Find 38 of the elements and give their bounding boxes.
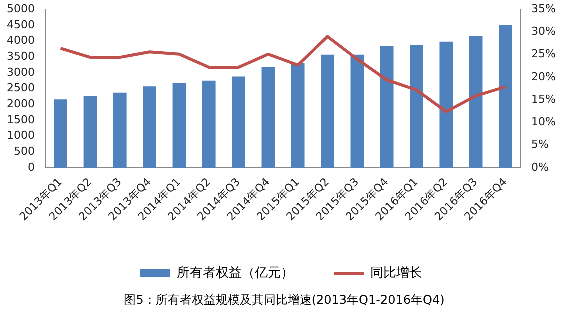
- y-tick-label: 500: [14, 145, 35, 158]
- bar: [232, 76, 246, 168]
- y-tick-label: 4000: [6, 34, 35, 48]
- y-tick-label: 1000: [6, 129, 35, 142]
- y2-tick-label: 35%: [532, 2, 556, 16]
- bar: [469, 36, 483, 168]
- y2-tick-label: 10%: [532, 116, 556, 129]
- text: 图5：所有者权益规模及其同比增速(2013年Q1-2016年Q4): [123, 292, 446, 309]
- y2-tick-label: 0%: [532, 160, 550, 174]
- y-tick-label: 3000: [6, 66, 35, 79]
- bar: [350, 54, 364, 168]
- y-tick-label: 2500: [6, 82, 35, 95]
- bar: [54, 100, 68, 168]
- y2-tick-label: 25%: [532, 48, 556, 61]
- legend-label: 所有者权益（亿元）: [177, 266, 294, 281]
- bar: [143, 86, 156, 168]
- y2-tick-label: 5%: [532, 138, 550, 152]
- y2-tick-label: 15%: [532, 92, 556, 106]
- bar: [291, 63, 305, 168]
- bar: [410, 45, 424, 168]
- bar: [113, 92, 127, 168]
- y-tick-label: 4500: [6, 18, 35, 32]
- legend-label: 同比增长: [370, 266, 422, 281]
- y-tick-label: 2000: [6, 98, 35, 111]
- y-tick-label: 3500: [6, 50, 35, 63]
- bar: [380, 46, 394, 168]
- y2-tick-label: 20%: [532, 70, 556, 84]
- bar: [499, 25, 512, 168]
- bar: [84, 96, 98, 168]
- bar: [321, 54, 334, 168]
- y-tick-label: 0: [28, 160, 35, 174]
- y-tick-label: 5000: [6, 2, 35, 16]
- bar: [262, 66, 276, 168]
- y2-tick-label: 30%: [532, 25, 556, 38]
- y-tick-label: 1500: [6, 113, 35, 126]
- bar: [440, 42, 454, 168]
- bar: [202, 80, 216, 168]
- bar: [172, 83, 186, 168]
